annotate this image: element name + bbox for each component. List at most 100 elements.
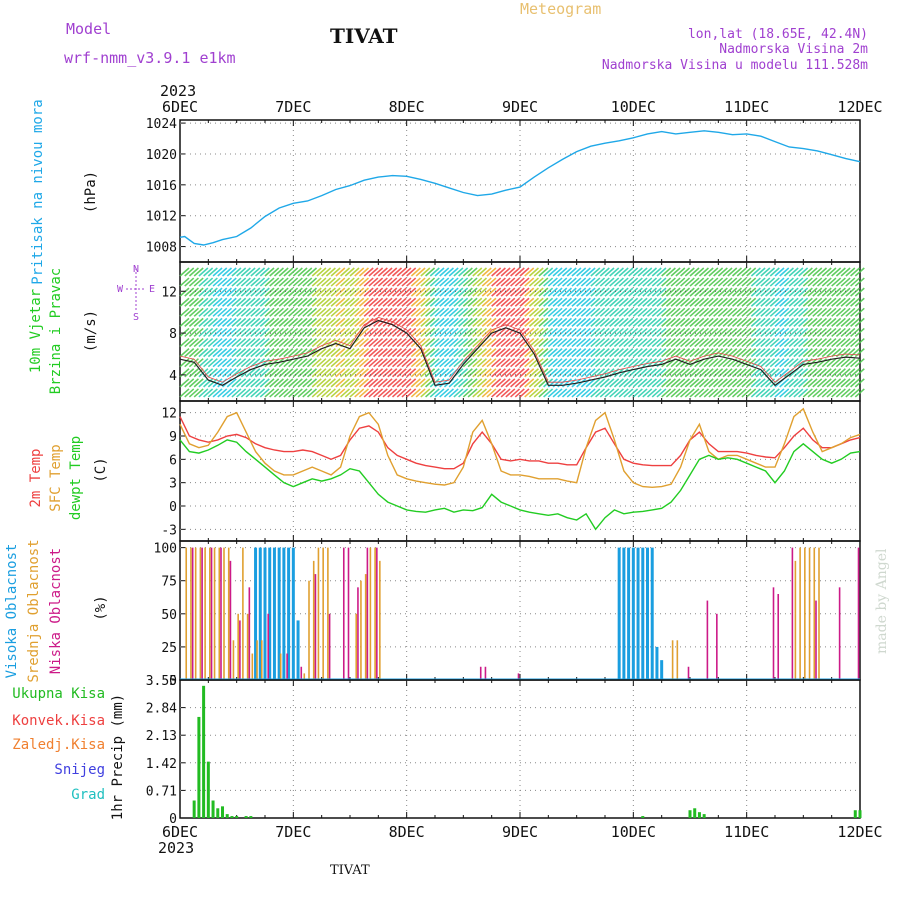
- wind-barb: [245, 277, 256, 287]
- wind-barb: [632, 307, 643, 317]
- wind-barb: [207, 337, 218, 348]
- wind-barb: [429, 327, 440, 338]
- wind-barb: [807, 378, 818, 388]
- wind-barb: [198, 348, 209, 358]
- wind-barb: [387, 307, 398, 317]
- wind-barb: [656, 378, 667, 388]
- wind-barb: [373, 348, 384, 358]
- wind-barb: [221, 287, 233, 297]
- wind-barb: [344, 337, 355, 348]
- wind-barb: [623, 358, 634, 368]
- wind-barb: [552, 307, 563, 317]
- wind-barb: [188, 287, 199, 297]
- day-label-bottom: 9DEC: [502, 823, 538, 841]
- wind-barb: [207, 388, 218, 398]
- wind-barb: [486, 267, 497, 277]
- wind-barb: [618, 358, 629, 368]
- wind-barb: [184, 348, 195, 358]
- wind-barb: [439, 297, 450, 307]
- wind-barb: [713, 317, 724, 327]
- wind-barb: [391, 277, 403, 287]
- wind-barb: [330, 297, 341, 307]
- wind-barb: [826, 358, 837, 368]
- wind-barb: [694, 378, 705, 388]
- wind-barb: [703, 358, 714, 368]
- wind-barb: [750, 337, 761, 348]
- wind-barb: [434, 388, 445, 398]
- wind-barb: [850, 307, 861, 317]
- wind-barb: [661, 327, 672, 338]
- wind-barb: [344, 368, 355, 378]
- wind-barb: [566, 358, 577, 368]
- wind-barb: [325, 388, 336, 398]
- wind-barb: [510, 277, 521, 287]
- wind-barb: [543, 348, 554, 358]
- wind-barb: [505, 287, 516, 297]
- wind-barb: [826, 317, 837, 327]
- wind-barb: [604, 358, 615, 368]
- wind-barb: [179, 368, 190, 378]
- wind-barb: [358, 307, 369, 317]
- wind-barb: [340, 277, 351, 287]
- wind-barb: [561, 287, 573, 297]
- wind-barb: [826, 368, 837, 378]
- wind-barb: [840, 378, 851, 388]
- wind-barb: [481, 337, 492, 348]
- model-elevation-label: Nadmorska Visina u modelu 111.528m: [602, 58, 868, 73]
- wind-barb: [765, 368, 776, 378]
- wind-barb: [632, 287, 643, 297]
- wind-barb: [255, 277, 266, 287]
- wind-barb: [264, 378, 275, 388]
- wind-barb: [198, 267, 209, 277]
- wind-barb: [769, 327, 780, 338]
- wind-barb: [788, 307, 799, 317]
- wind-barb: [807, 348, 818, 358]
- wind-barb: [420, 388, 431, 398]
- compass-e: E: [149, 284, 155, 295]
- wind-barb: [340, 358, 351, 368]
- wind-barb: [297, 358, 308, 368]
- wind-barb: [179, 348, 190, 358]
- wind-barb: [368, 297, 379, 307]
- wind-barb: [661, 348, 672, 358]
- wind-barb: [292, 327, 303, 338]
- wind-barb: [831, 358, 842, 368]
- wind-barb: [609, 317, 620, 327]
- wind-barb: [476, 277, 488, 287]
- wind-barb: [448, 287, 459, 297]
- wind-barb: [826, 337, 837, 348]
- wind-barb: [358, 327, 369, 338]
- wind-barb: [566, 267, 577, 277]
- wind-barb: [854, 348, 865, 358]
- wind-barb: [198, 358, 209, 368]
- wind-barb: [491, 358, 502, 368]
- wind-barb: [675, 388, 686, 398]
- wind-barb: [467, 327, 478, 338]
- wind-barb: [273, 307, 284, 317]
- wind-barb: [524, 327, 535, 338]
- compass-w: W: [117, 284, 124, 295]
- wind-barb: [713, 297, 724, 307]
- coords-label: lon,lat (18.65E, 42.4N): [688, 27, 868, 42]
- wind-barb: [807, 337, 818, 348]
- wind-barb: [646, 348, 658, 358]
- wind-barb: [845, 297, 856, 307]
- wind-barb: [382, 327, 393, 338]
- wind-barb: [288, 307, 299, 317]
- wind-barb: [387, 337, 398, 348]
- wind-barb: [306, 327, 318, 338]
- wind-barb: [765, 297, 776, 307]
- wind-barb: [391, 348, 403, 358]
- wind-barb: [302, 307, 313, 317]
- wind-barb: [609, 388, 620, 398]
- wind-barb: [406, 348, 417, 358]
- wind-barb: [349, 307, 360, 317]
- precip-bar: [202, 685, 206, 818]
- wind-barb: [458, 388, 469, 398]
- wind-barb: [344, 388, 355, 398]
- wind-barb: [722, 337, 733, 348]
- wind-barb: [458, 327, 469, 338]
- wind-barb: [429, 287, 440, 297]
- wind-barb: [250, 287, 261, 297]
